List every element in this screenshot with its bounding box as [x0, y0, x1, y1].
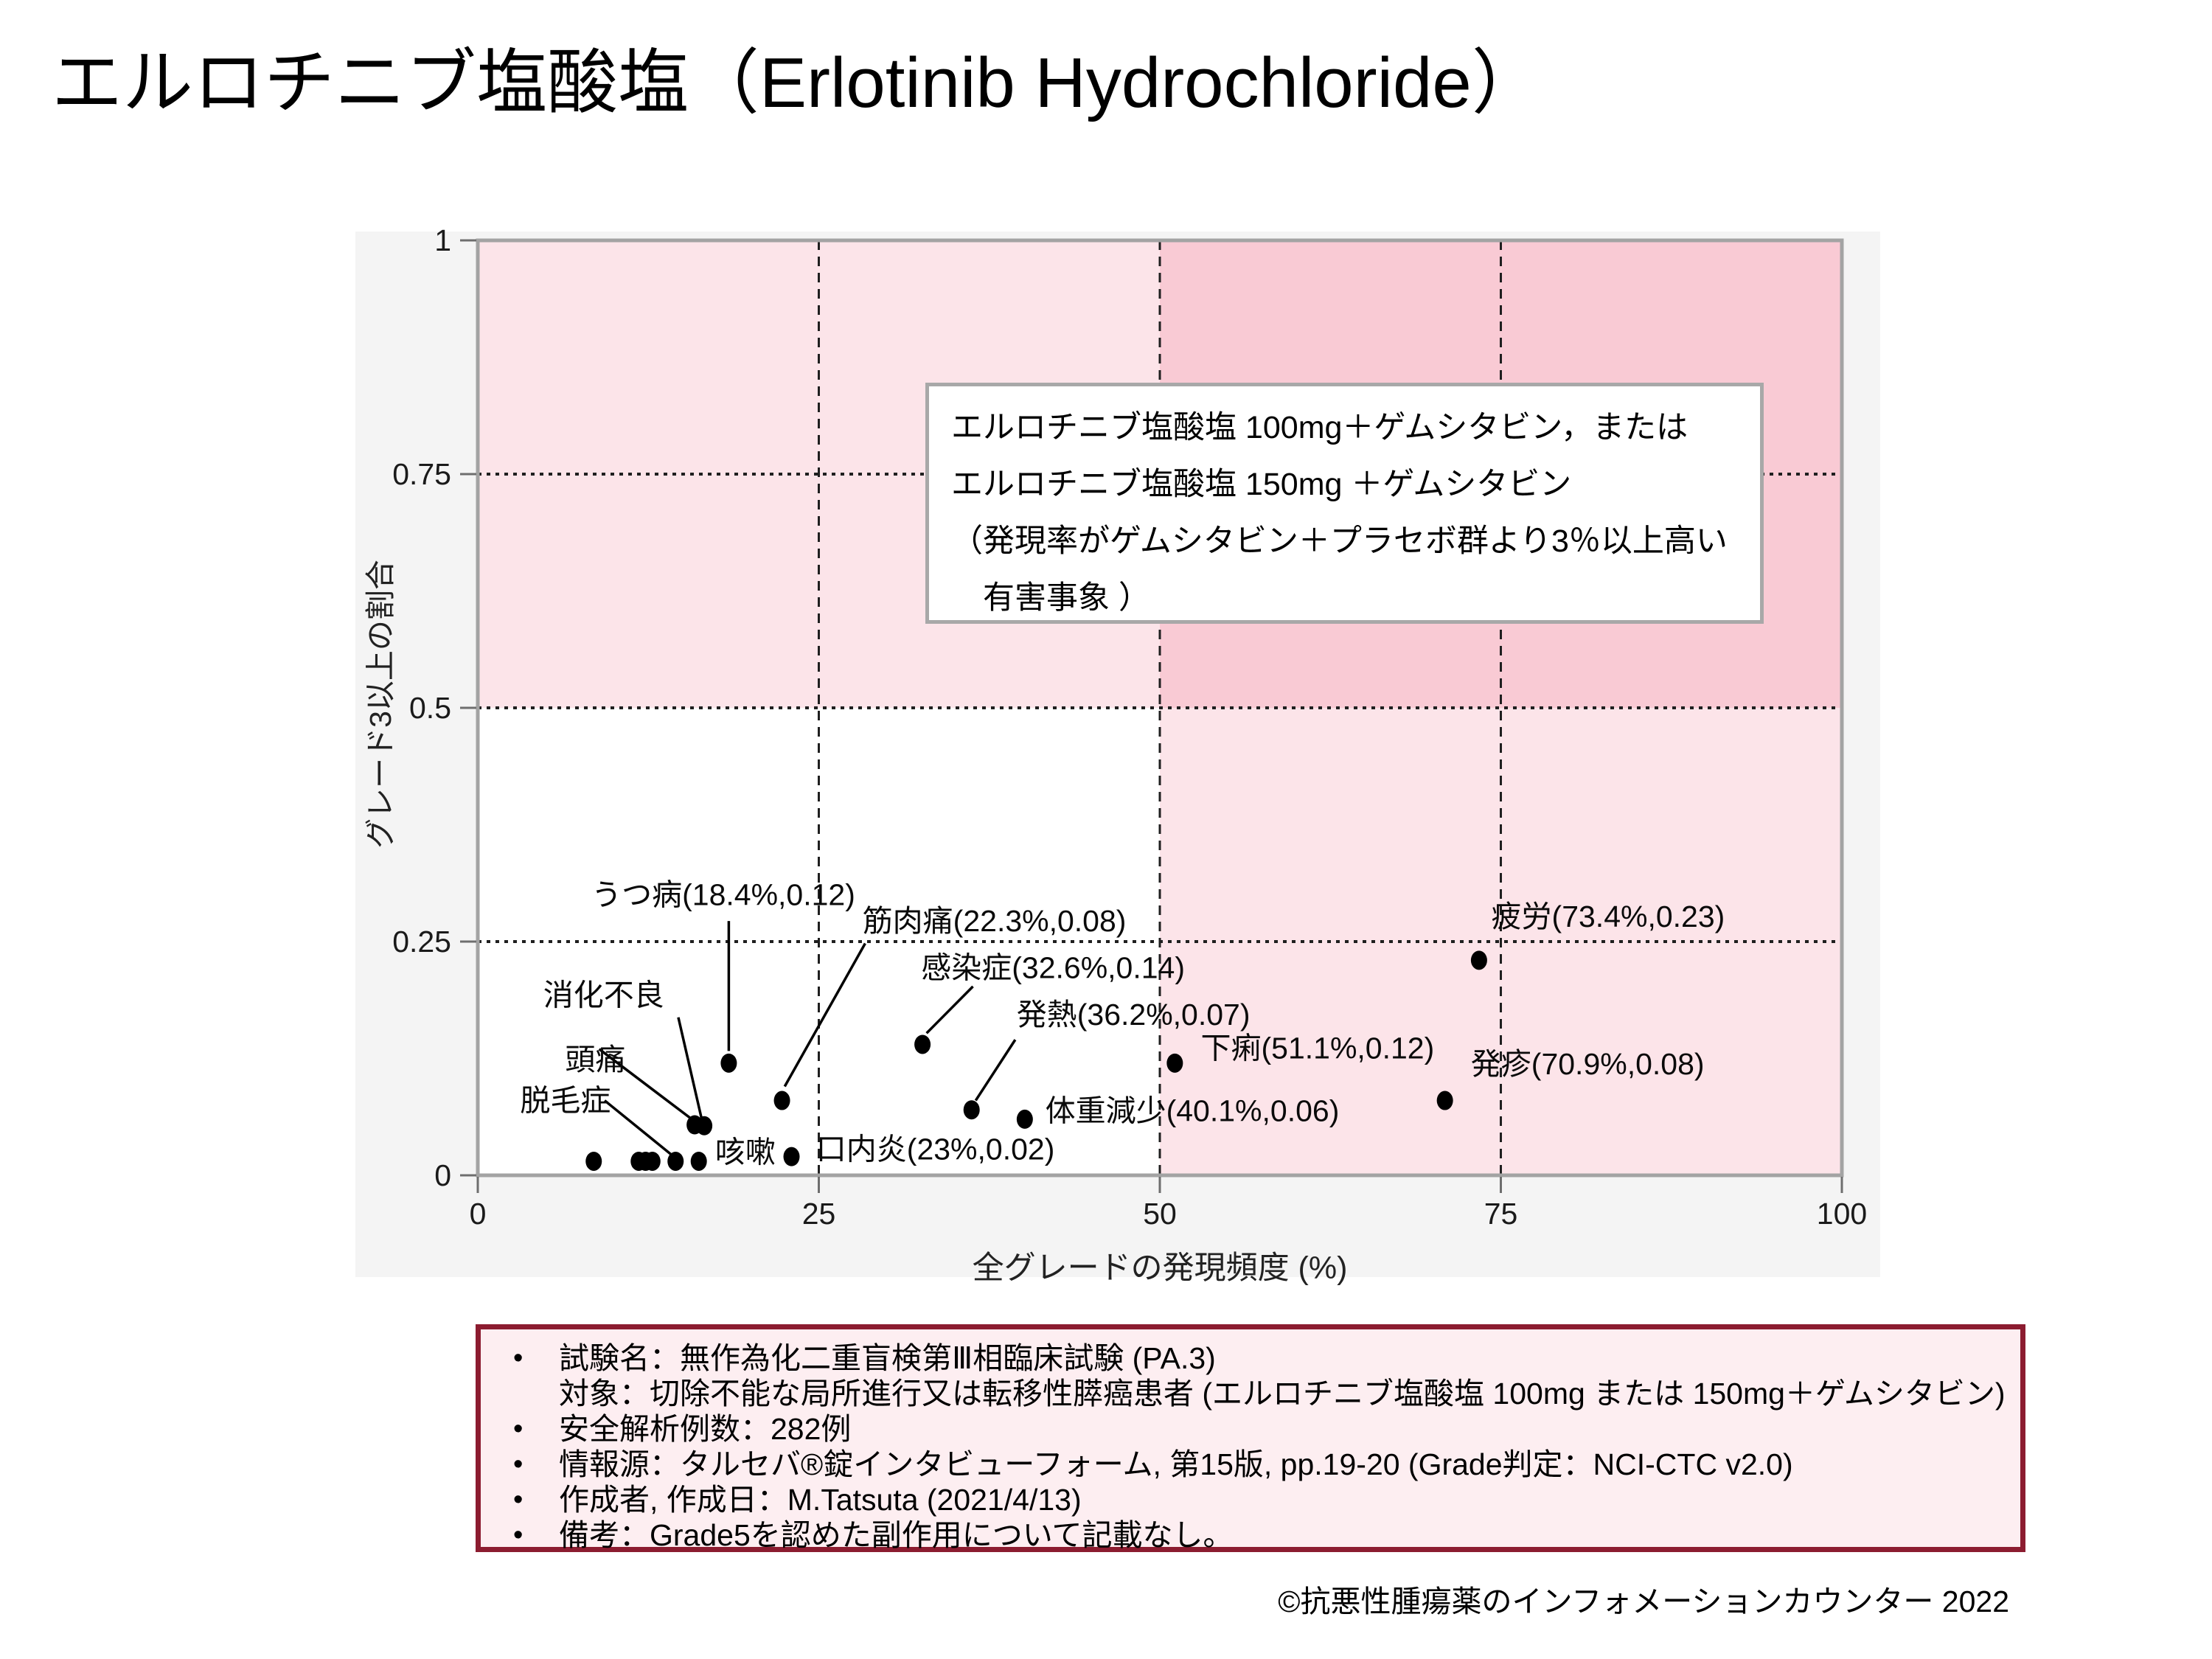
- bullet-icon: •: [513, 1413, 524, 1444]
- data-point: [690, 1151, 707, 1171]
- data-point-label: 発熱(36.2%,0.07): [1017, 998, 1251, 1032]
- data-point-label: 筋肉痛(22.3%,0.08): [863, 904, 1127, 938]
- data-point-label: うつ病(18.4%,0.12): [591, 878, 855, 912]
- info-text: 安全解析例数：282例: [559, 1412, 852, 1446]
- bullet-icon: •: [513, 1484, 524, 1515]
- data-point-label: 体重減少(40.1%,0.06): [1046, 1094, 1340, 1128]
- data-point-label: 感染症(32.6%,0.14): [921, 951, 1185, 985]
- data-point: [1016, 1109, 1033, 1129]
- data-point-label: 下痢(51.1%,0.12): [1201, 1032, 1435, 1065]
- data-point: [1470, 950, 1487, 970]
- y-tick-label: 1: [434, 223, 451, 257]
- info-row: • 安全解析例数：282例: [500, 1411, 2007, 1447]
- info-text: 備考：Grade5を認めた副作用について記載なし。: [559, 1518, 1234, 1552]
- data-point-label: 咳嗽: [715, 1135, 776, 1169]
- annotation-line: エルロチニブ塩酸塩 100mg＋ゲムシタビン，または: [951, 410, 1688, 445]
- x-tick-label: 50: [1143, 1197, 1177, 1231]
- copyright-note: ©抗悪性腫瘍薬のインフォメーションカウンター 2022: [1278, 1585, 2009, 1618]
- data-point-label: 脱毛症: [520, 1084, 611, 1118]
- leader-line: [598, 1048, 692, 1120]
- bullet-icon: •: [513, 1449, 524, 1480]
- data-point-label: 発疹(70.9%,0.08): [1471, 1047, 1705, 1081]
- annotation-line: （発現率がゲムシタビン＋プラセボ群より3％以上高い: [951, 524, 1728, 559]
- data-point: [1166, 1053, 1183, 1073]
- data-point: [783, 1147, 800, 1166]
- leader-line: [603, 1099, 672, 1156]
- info-text: 試験名：無作為化二重盲検第Ⅲ相臨床試験 (PA.3): [559, 1341, 1216, 1375]
- data-point: [1436, 1091, 1453, 1110]
- annotation-line: エルロチニブ塩酸塩 150mg ＋ゲムシタビン: [951, 467, 1572, 502]
- data-point-label: 頭痛: [565, 1043, 625, 1077]
- data-point: [667, 1151, 684, 1171]
- data-point: [914, 1034, 931, 1054]
- info-row: 対象：切除不能な局所進行又は転移性膵癌患者 (エルロチニブ塩酸塩 100mg ま…: [500, 1376, 2007, 1411]
- y-axis-title: グレード3以上の割合: [364, 560, 397, 849]
- x-tick-label: 0: [470, 1197, 487, 1231]
- bullet-icon: •: [513, 1343, 524, 1374]
- x-tick-label: 75: [1484, 1197, 1518, 1231]
- info-row: • 作成者, 作成日：M.Tatsuta (2021/4/13): [500, 1482, 2007, 1517]
- y-tick-label: 0.5: [409, 691, 451, 725]
- data-point: [720, 1053, 737, 1073]
- data-point-label: 疲労(73.4%,0.23): [1492, 900, 1725, 933]
- info-row: • 試験名：無作為化二重盲検第Ⅲ相臨床試験 (PA.3): [500, 1340, 2007, 1376]
- plot-border: [476, 238, 1844, 1178]
- study-info-box: • 試験名：無作為化二重盲検第Ⅲ相臨床試験 (PA.3) 対象：切除不能な局所進…: [476, 1324, 2025, 1552]
- info-text: 作成者, 作成日：M.Tatsuta (2021/4/13): [559, 1483, 1082, 1517]
- info-text: 対象：切除不能な局所進行又は転移性膵癌患者 (エルロチニブ塩酸塩 100mg ま…: [559, 1377, 2006, 1411]
- leader-line: [783, 942, 866, 1088]
- leader-line: [925, 985, 974, 1034]
- x-tick-label: 25: [802, 1197, 836, 1231]
- bullet-icon: •: [513, 1520, 524, 1551]
- data-point: [773, 1091, 790, 1110]
- leader-line: [974, 1039, 1017, 1102]
- annotation-box: エルロチニブ塩酸塩 100mg＋ゲムシタビン，または エルロチニブ塩酸塩 150…: [925, 383, 1764, 624]
- y-tick-label: 0.25: [392, 925, 451, 959]
- data-point: [963, 1100, 980, 1120]
- info-row: • 備考：Grade5を認めた副作用について記載なし。: [500, 1517, 2007, 1553]
- x-axis-title: 全グレードの発現頻度 (%): [973, 1251, 1348, 1286]
- leader-line: [677, 1017, 703, 1119]
- y-tick-label: 0: [434, 1158, 451, 1192]
- data-point: [644, 1151, 661, 1171]
- data-point: [585, 1151, 602, 1171]
- y-tick-label: 0.75: [392, 457, 451, 491]
- x-tick-label: 100: [1817, 1197, 1867, 1231]
- annotation-line: 有害事象 ）: [951, 580, 1150, 616]
- data-point-label: 消化不良: [543, 978, 664, 1012]
- info-text: 情報源：タルセバ®錠インタビューフォーム, 第15版, pp.19-20 (Gr…: [559, 1447, 1793, 1481]
- info-row: • 情報源：タルセバ®錠インタビューフォーム, 第15版, pp.19-20 (…: [500, 1447, 2007, 1482]
- data-point-label: 口内炎(23%,0.02): [816, 1132, 1055, 1166]
- data-point: [696, 1116, 713, 1135]
- page-title: エルロチニブ塩酸塩（Erlotinib Hydrochloride）: [52, 44, 1543, 122]
